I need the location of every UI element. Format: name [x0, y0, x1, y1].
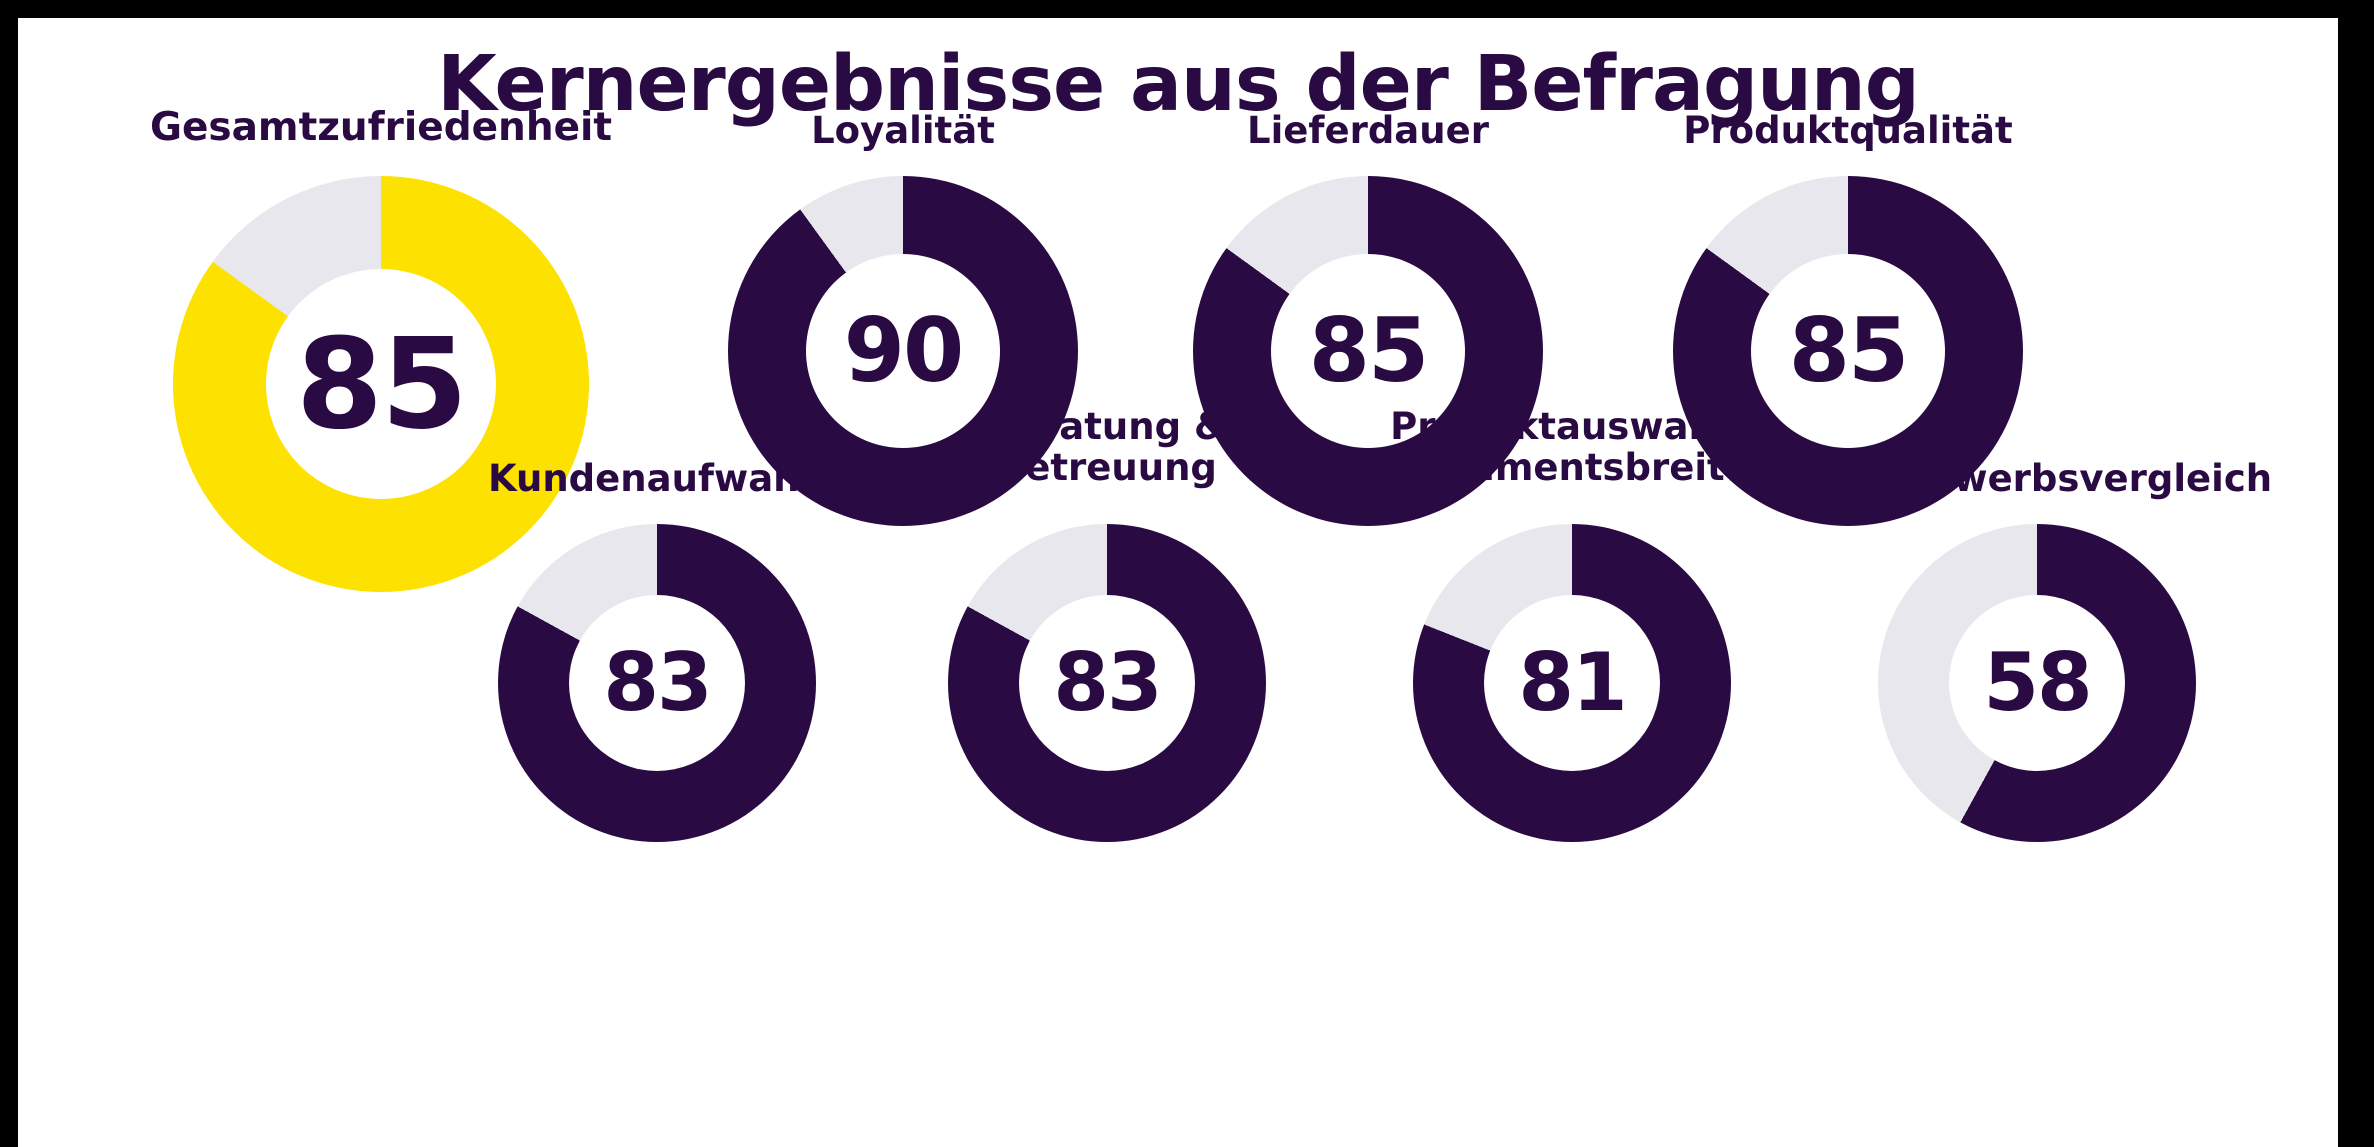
gauge-label: Kundenaufwand — [487, 457, 826, 500]
donut-ring-wrap: 85 — [1673, 176, 2023, 526]
gauge-value: 83 — [1053, 636, 1162, 729]
gauge-label: Gesamtzufriedenheit — [149, 105, 613, 150]
donut-center: 85 — [266, 269, 496, 499]
gauge-value: 90 — [843, 299, 964, 402]
gauge-value: 58 — [1983, 636, 2092, 729]
gauge-label: Produktqualität — [1683, 109, 2013, 152]
gauge-value: 83 — [603, 636, 712, 729]
donut-center: 85 — [1751, 254, 1945, 448]
gauge-label: Produktauswahl / Sortimentsbreite — [1390, 405, 1754, 490]
gauge-value: 85 — [1788, 299, 1909, 402]
donut-ring-wrap: 81 — [1413, 524, 1731, 842]
gauge-label: Wettbewerbsvergleich — [1801, 457, 2273, 500]
gauge-value: 85 — [1308, 299, 1429, 402]
donut-ring-wrap: 90 — [728, 176, 1078, 526]
donut-center: 58 — [1949, 595, 2125, 771]
page-title: Kernergebnisse aus der Befragung — [437, 40, 1920, 129]
donut-center: 83 — [569, 595, 745, 771]
slide-canvas: Kernergebnisse aus der Befragung Gesamtz… — [18, 18, 2338, 1147]
gauge-label: Loyalität — [811, 109, 995, 152]
donut-ring-wrap: 83 — [498, 524, 816, 842]
gauge-label: Beratung & Betreuung — [987, 405, 1227, 490]
gauge-label: Lieferdauer — [1247, 109, 1489, 152]
gauge-value: 85 — [296, 311, 468, 457]
donut-ring-wrap: 58 — [1878, 524, 2196, 842]
donut-ring-wrap: 83 — [948, 524, 1266, 842]
donut-center: 90 — [806, 254, 1000, 448]
donut-ring-wrap: 85 — [173, 176, 589, 592]
donut-center: 81 — [1484, 595, 1660, 771]
donut-center: 85 — [1271, 254, 1465, 448]
donut-center: 83 — [1019, 595, 1195, 771]
gauge-value: 81 — [1518, 636, 1627, 729]
donut-ring-wrap: 85 — [1193, 176, 1543, 526]
